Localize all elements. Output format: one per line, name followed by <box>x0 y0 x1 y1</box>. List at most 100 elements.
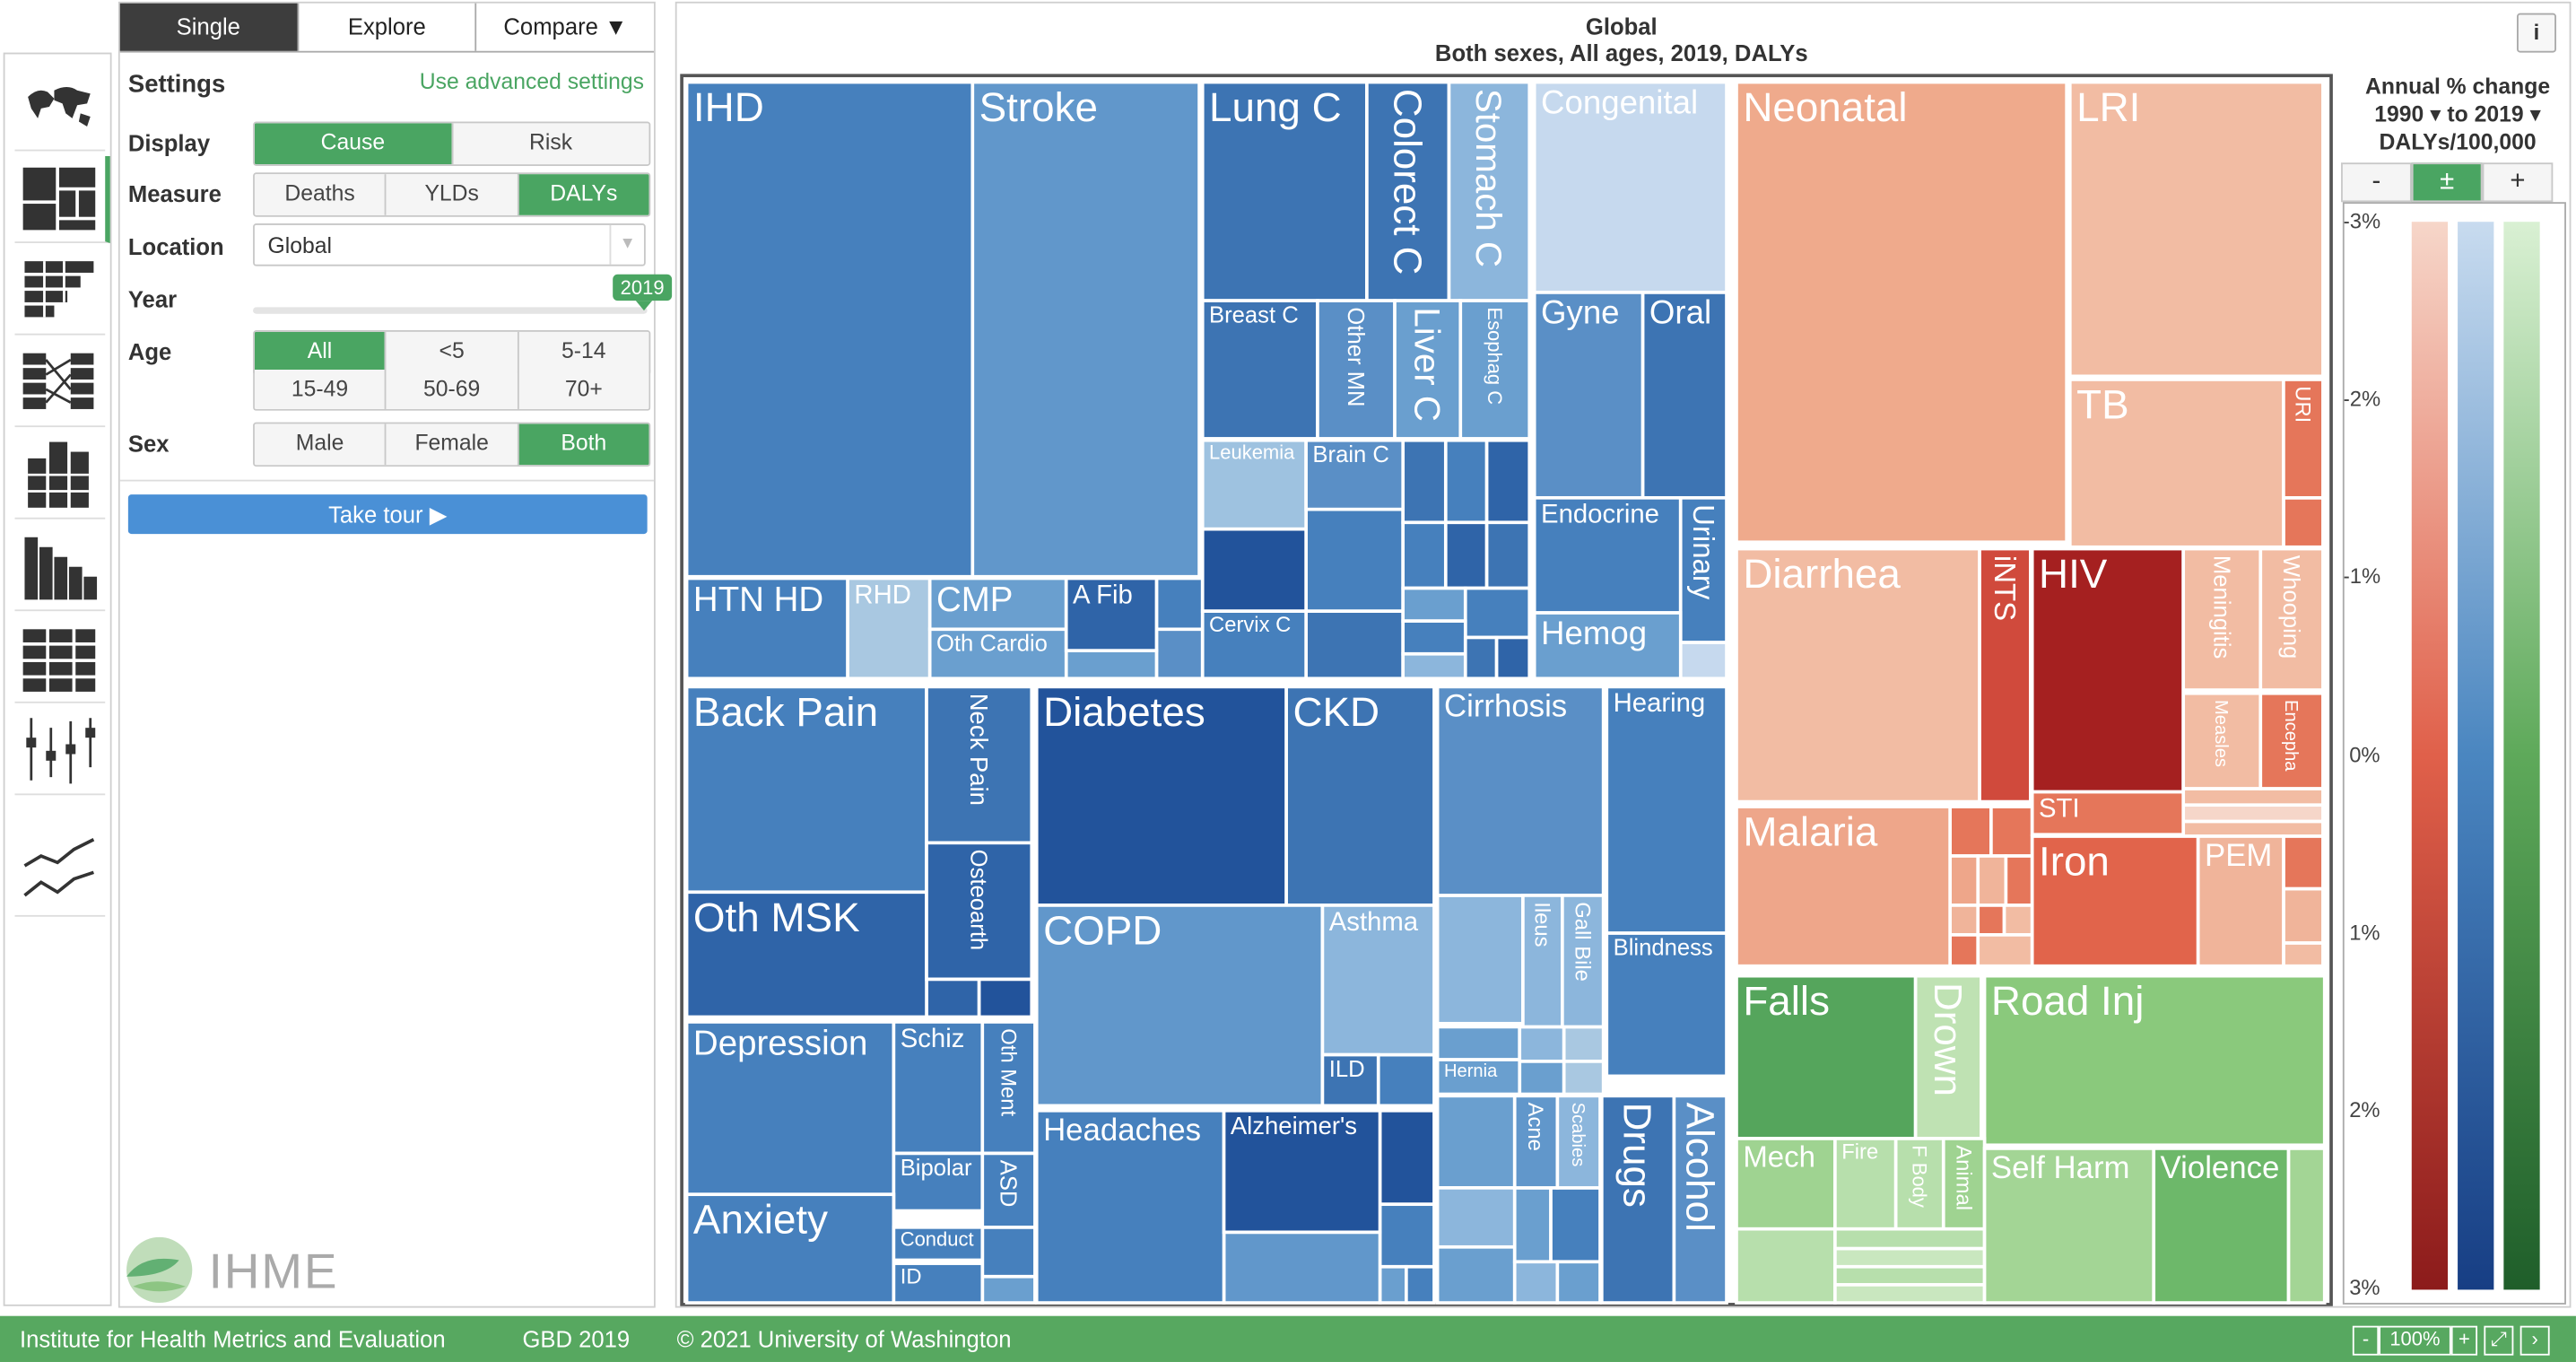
treemap-cell[interactable] <box>1064 649 1159 681</box>
treemap-cell-hearing[interactable]: Hearing <box>1605 685 1728 935</box>
age-15-49-button[interactable]: 15-49 <box>254 369 386 409</box>
treemap-cell-cmp[interactable]: CMP <box>927 576 1068 632</box>
take-tour-button[interactable]: Take tour ▶ <box>127 494 648 535</box>
treemap-cell[interactable] <box>1378 1108 1436 1207</box>
treemap-cell[interactable] <box>2002 904 2034 937</box>
treemap-cell-drown[interactable]: Drown <box>1913 973 1983 1140</box>
treemap-cell[interactable] <box>1512 1260 1560 1305</box>
age-50-69-button[interactable]: 50-69 <box>385 369 518 409</box>
age-under5-button[interactable]: <5 <box>385 331 518 371</box>
treemap-cell-cirrhosis[interactable]: Cirrhosis <box>1435 685 1606 897</box>
treemap-cell-oth-msk[interactable]: Oth MSK <box>684 890 928 1019</box>
treemap-cell-diarrhea[interactable]: Diarrhea <box>1735 546 1981 804</box>
treemap-cell-iron[interactable]: Iron <box>2030 834 2200 968</box>
treemap-cell-pem[interactable]: PEM <box>2196 834 2285 968</box>
treemap-cell-gall-bile[interactable]: Gall Bile <box>1561 894 1606 1029</box>
treemap-cell-back-pain[interactable]: Back Pain <box>684 685 928 895</box>
treemap-cell[interactable] <box>1435 894 1525 1026</box>
treemap-cell[interactable] <box>980 1274 1037 1305</box>
treemap-cell[interactable] <box>1484 520 1532 590</box>
treemap-cell[interactable] <box>1435 1244 1517 1305</box>
treemap-cell[interactable] <box>1948 904 1980 937</box>
treemap-cell[interactable] <box>1976 904 2006 937</box>
treemap-cell[interactable] <box>1222 1230 1382 1305</box>
info-button[interactable]: i <box>2517 13 2556 53</box>
age-70plus-button[interactable]: 70+ <box>517 369 649 409</box>
treemap-cell-hernia[interactable]: Hernia <box>1435 1058 1522 1096</box>
treemap-cell[interactable] <box>1435 1025 1522 1061</box>
treemap-cell-alzheimer-s[interactable]: Alzheimer's <box>1222 1108 1382 1235</box>
treemap-cell-congenital[interactable]: Congenital <box>1532 80 1728 294</box>
treemap-cell-headaches[interactable]: Headaches <box>1034 1108 1226 1305</box>
treemap-cell-sti[interactable]: STI <box>2030 790 2186 837</box>
age-5-14-button[interactable]: 5-14 <box>517 331 649 371</box>
next-arrow-icon[interactable]: › <box>2519 1325 2550 1356</box>
world-map-icon[interactable] <box>14 64 106 152</box>
treemap-cell-osteoarth[interactable]: Osteoarth <box>925 841 1034 982</box>
treemap-cell-encepha[interactable]: Encepha <box>2258 691 2325 790</box>
treemap-cell-ild[interactable]: ILD <box>1320 1052 1380 1108</box>
range-plot-icon[interactable] <box>14 708 106 796</box>
treemap-cell-ileus[interactable]: Ileus <box>1521 894 1564 1029</box>
treemap-cell[interactable] <box>2282 886 2325 945</box>
treemap-cell-road-inj[interactable]: Road Inj <box>1982 973 2327 1148</box>
treemap-cell-stroke[interactable]: Stroke <box>970 80 1201 579</box>
treemap-cell[interactable] <box>1443 520 1489 590</box>
treemap-cell-id[interactable]: ID <box>892 1262 985 1305</box>
treemap-cell-depression[interactable]: Depression <box>684 1020 896 1197</box>
treemap-cell-neonatal[interactable]: Neonatal <box>1735 80 2068 545</box>
treemap-cell[interactable] <box>1484 438 1532 525</box>
treemap-cell[interactable] <box>1401 586 1467 623</box>
stacked-bar-icon[interactable] <box>14 248 106 336</box>
legend-plus-button[interactable]: + <box>2482 162 2554 203</box>
sex-male-button[interactable]: Male <box>254 423 386 466</box>
treemap-cell-hemog[interactable]: Hemog <box>1532 611 1683 681</box>
treemap-cell[interactable] <box>1518 1025 1566 1063</box>
treemap-cell-measles[interactable]: Measles <box>2181 691 2263 790</box>
treemap-cell-breast-c[interactable]: Breast C <box>1200 299 1319 441</box>
treemap-cell-oth-cardio[interactable]: Oth Cardio <box>927 627 1068 681</box>
treemap-cell-scabies[interactable]: Scabies <box>1555 1094 1602 1190</box>
treemap-cell-rhd[interactable]: RHD <box>846 576 932 681</box>
treemap-cell[interactable] <box>1494 635 1532 681</box>
treemap-cell-neck-pain[interactable]: Neck Pain <box>925 685 1034 845</box>
zoom-out-button[interactable]: - <box>2352 1325 2380 1356</box>
treemap-cell-other-mn[interactable]: Other MN <box>1316 299 1397 441</box>
treemap-cell-leukemia[interactable]: Leukemia <box>1200 438 1308 531</box>
treemap-cell-meningitis[interactable]: Meningitis <box>2181 546 2263 692</box>
treemap-cell[interactable] <box>1463 635 1499 681</box>
treemap-cell-asd[interactable]: ASD <box>980 1151 1037 1229</box>
treemap-cell-ihd[interactable]: IHD <box>684 80 975 579</box>
treemap-cell[interactable] <box>2181 803 2325 824</box>
treemap-cell-asthma[interactable]: Asthma <box>1320 904 1436 1057</box>
treemap-cell[interactable] <box>1562 1025 1606 1063</box>
treemap-cell-urinary[interactable]: Urinary <box>1678 495 1728 644</box>
age-all-button[interactable]: All <box>254 331 386 371</box>
arrow-diagram-icon[interactable] <box>14 340 106 428</box>
treemap-icon[interactable] <box>14 155 110 244</box>
footer-institute[interactable]: Institute for Health Metrics and Evaluat… <box>19 1325 446 1352</box>
treemap-cell-animal[interactable]: Animal <box>1941 1137 1987 1231</box>
treemap-cell[interactable] <box>1833 1246 1987 1269</box>
treemap-cell-conduct[interactable]: Conduct <box>892 1226 985 1262</box>
treemap-cell-hiv[interactable]: HIV <box>2030 546 2186 794</box>
treemap-cell[interactable] <box>1154 627 1205 681</box>
sex-female-button[interactable]: Female <box>385 423 518 466</box>
legend-plusminus-button[interactable]: ± <box>2411 162 2483 203</box>
display-cause-button[interactable]: Cause <box>254 123 451 165</box>
treemap-cell-f-body[interactable]: F Body <box>1893 1137 1945 1231</box>
treemap-cell[interactable] <box>1304 507 1405 614</box>
treemap-cell[interactable] <box>980 1226 1037 1279</box>
treemap-cell[interactable] <box>1443 438 1489 525</box>
treemap-cell[interactable] <box>1435 1094 1517 1190</box>
treemap-cell[interactable] <box>1735 1227 1837 1305</box>
treemap-cell-fire[interactable]: Fire <box>1833 1137 1898 1231</box>
treemap-cell[interactable] <box>977 977 1034 1019</box>
sex-both-button[interactable]: Both <box>517 423 649 466</box>
zoom-in-button[interactable]: + <box>2450 1325 2478 1356</box>
treemap-cell[interactable] <box>1405 1264 1436 1305</box>
line-chart-icon[interactable] <box>14 830 106 917</box>
treemap-cell-ckd[interactable]: CKD <box>1284 685 1436 907</box>
treemap-cell[interactable] <box>1989 805 2034 858</box>
treemap-cell-esophag-c[interactable]: Esophag C <box>1458 299 1532 441</box>
